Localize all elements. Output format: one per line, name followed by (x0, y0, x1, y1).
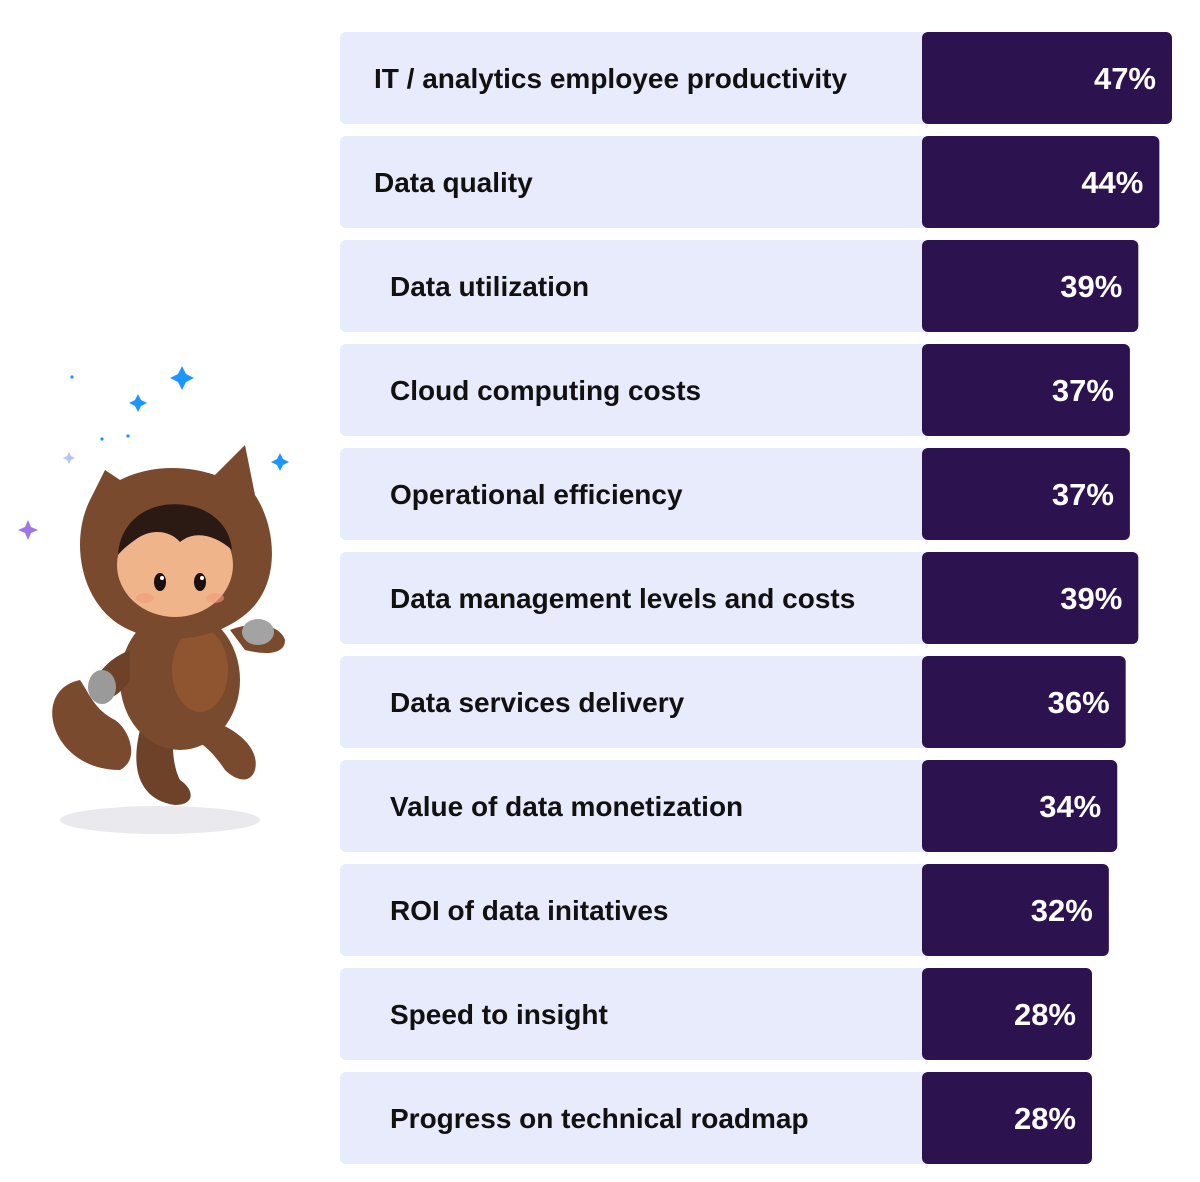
bar (922, 136, 1160, 228)
bar (922, 240, 1139, 332)
row-background (340, 32, 928, 124)
row-background (340, 240, 928, 332)
category-label: Data management levels and costs (390, 583, 855, 614)
row-background (340, 656, 928, 748)
bar (922, 448, 1130, 540)
category-label: Cloud computing costs (390, 375, 701, 406)
bar (922, 32, 1172, 124)
category-label: ROI of data initatives (390, 895, 669, 926)
row-background (340, 968, 928, 1060)
value-label: 37% (1052, 477, 1114, 512)
category-label: Operational efficiency (390, 479, 683, 510)
bar (922, 656, 1126, 748)
value-label: 36% (1048, 685, 1110, 720)
value-label: 28% (1014, 1101, 1076, 1136)
bar (922, 344, 1130, 436)
value-label: 47% (1094, 61, 1156, 96)
value-label: 32% (1031, 893, 1093, 928)
value-label: 39% (1060, 269, 1122, 304)
bar (922, 968, 1092, 1060)
astro-mascot-icon (18, 366, 289, 834)
row-background (340, 1072, 928, 1164)
bar (922, 1072, 1092, 1164)
category-label: Data utilization (390, 271, 589, 302)
row-background (340, 552, 928, 644)
value-label: 39% (1060, 581, 1122, 616)
row-background (340, 864, 928, 956)
row-background (340, 136, 928, 228)
value-label: 44% (1081, 165, 1143, 200)
sparkles-icon (18, 366, 289, 540)
value-label: 34% (1039, 789, 1101, 824)
category-label: Value of data monetization (390, 791, 743, 822)
row-background (340, 448, 928, 540)
bar (922, 552, 1139, 644)
category-label: Progress on technical roadmap (390, 1103, 809, 1134)
value-label: 37% (1052, 373, 1114, 408)
row-background (340, 760, 928, 852)
category-label: Data services delivery (390, 687, 685, 718)
value-label: 28% (1014, 997, 1076, 1032)
category-label: Speed to insight (390, 999, 608, 1030)
category-label: IT / analytics employee productivity (374, 63, 847, 94)
category-label: Data quality (374, 167, 533, 198)
bar (922, 760, 1118, 852)
row-background (340, 344, 928, 436)
bar (922, 864, 1109, 956)
